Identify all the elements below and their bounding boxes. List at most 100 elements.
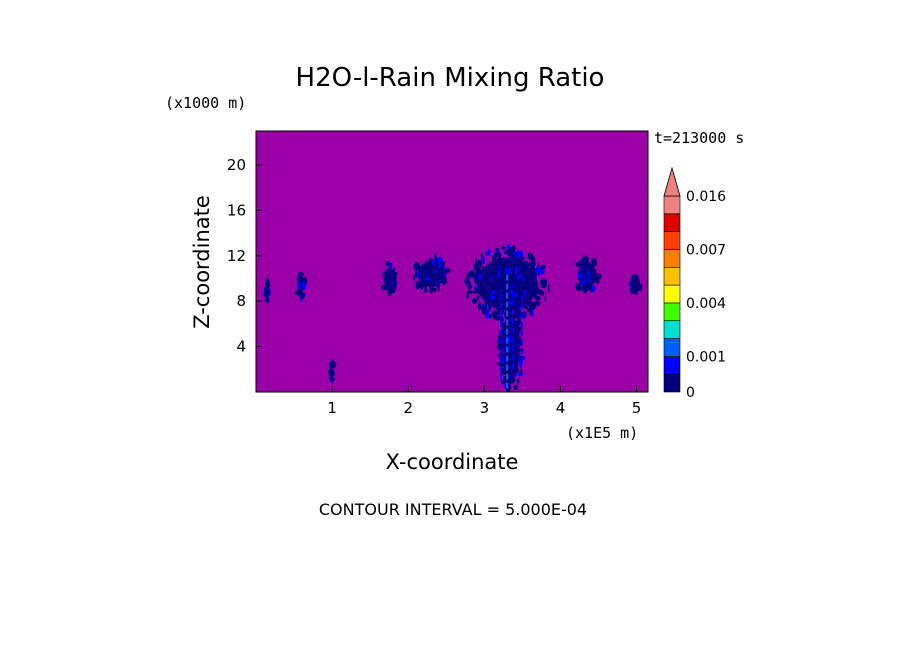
rain-speck [481, 266, 485, 272]
rain-speck [491, 282, 494, 291]
y-tick-label: 4 [236, 338, 246, 356]
rain-speck [527, 307, 531, 312]
rain-speck [266, 277, 269, 282]
rain-speck [423, 288, 428, 293]
rain-speck [493, 285, 497, 290]
rain-speck [477, 302, 482, 311]
y-axis: 4 8 12 16 20 [227, 156, 262, 356]
rain-speck [432, 271, 435, 277]
rain-speck [502, 310, 504, 315]
rain-speck [441, 276, 447, 286]
rain-speck [522, 286, 528, 290]
colorbar-swatch [663, 231, 681, 250]
rain-speck [523, 276, 529, 281]
rain-speck [537, 272, 540, 276]
rain-speck [584, 275, 589, 280]
rain-speck [299, 298, 303, 302]
rain-speck [526, 270, 530, 274]
x-tick-label: 2 [403, 399, 413, 417]
rain-speck [529, 257, 533, 261]
rain-speck [544, 296, 547, 302]
rain-speck [434, 253, 437, 260]
rain-speck [517, 317, 521, 326]
rain-speck [474, 258, 478, 265]
y-tick-label: 12 [227, 247, 246, 265]
colorbar-label: 0.016 [686, 189, 726, 205]
rain-speck [419, 281, 424, 290]
rain-speck [480, 286, 485, 291]
rain-speck [509, 275, 513, 282]
rain-speck [539, 269, 545, 275]
rain-speck [495, 273, 498, 282]
rain-speck [300, 281, 307, 290]
rain-speck [485, 251, 488, 256]
rain-speck [329, 361, 337, 369]
colorbar-label: 0.001 [686, 349, 726, 365]
rain-speck [509, 370, 512, 375]
rain-speck [382, 284, 386, 290]
rain-speck [500, 262, 507, 268]
rain-speck [488, 313, 492, 319]
rain-speck [513, 254, 516, 262]
rain-speck [495, 300, 500, 304]
rain-speck [297, 281, 301, 288]
rain-speck [500, 258, 505, 264]
rain-speck [394, 274, 397, 282]
x-tick-label: 4 [556, 399, 566, 417]
y-tick-label: 16 [227, 201, 246, 219]
rain-speck [486, 295, 490, 301]
rain-speck [504, 250, 507, 255]
rain-speck [581, 284, 589, 294]
rain-speck [414, 269, 418, 279]
rain-speck [413, 261, 420, 271]
y-tick-label: 20 [227, 156, 246, 174]
colorbar: 0 0.001 0.004 0.007 0.016 [663, 166, 726, 401]
rain-speck [502, 282, 507, 288]
rain-speck [424, 283, 427, 291]
rain-speck [299, 292, 305, 300]
rain-speck [509, 377, 516, 384]
rain-speck [503, 298, 508, 302]
field-background [256, 131, 648, 392]
colorbar-extend-arrow [663, 166, 681, 197]
rain-speck [514, 344, 518, 354]
rain-speck [516, 326, 523, 331]
rain-speck [501, 322, 507, 329]
rain-speck [425, 270, 430, 278]
rain-speck [527, 274, 533, 281]
rain-speck [495, 264, 499, 272]
rain-speck [423, 263, 429, 271]
rain-speck [588, 287, 592, 291]
rain-speck [581, 270, 587, 276]
rain-speck [518, 277, 523, 286]
rain-speck [499, 269, 507, 278]
rain-speck [512, 263, 516, 267]
rain-speck [385, 276, 390, 281]
rain-speck [487, 248, 491, 257]
rain-speck [441, 260, 445, 269]
rain-speck [513, 373, 517, 377]
colorbar-label: 0.007 [686, 242, 726, 258]
rain-speck [523, 288, 527, 295]
rain-speck [547, 284, 550, 293]
rain-speck [466, 273, 469, 282]
rain-speck [476, 295, 480, 301]
rain-speck [534, 281, 538, 288]
colorbar-swatch [663, 320, 681, 339]
rain-speck [581, 277, 584, 281]
rain-speck [580, 260, 587, 264]
rain-speck [391, 284, 396, 293]
rain-speck [586, 261, 590, 268]
x-unit-label: (x1E5 m) [566, 424, 638, 442]
x-tick-label: 1 [327, 399, 337, 417]
rain-speck [633, 283, 640, 290]
rain-speck [385, 281, 388, 291]
rain-speck [431, 276, 437, 282]
rain-speck [507, 259, 513, 268]
rain-speck [500, 371, 507, 376]
rain-speck [472, 290, 480, 294]
rain-speck [527, 262, 532, 266]
rain-speck [513, 384, 518, 391]
rain-speck [478, 273, 482, 281]
